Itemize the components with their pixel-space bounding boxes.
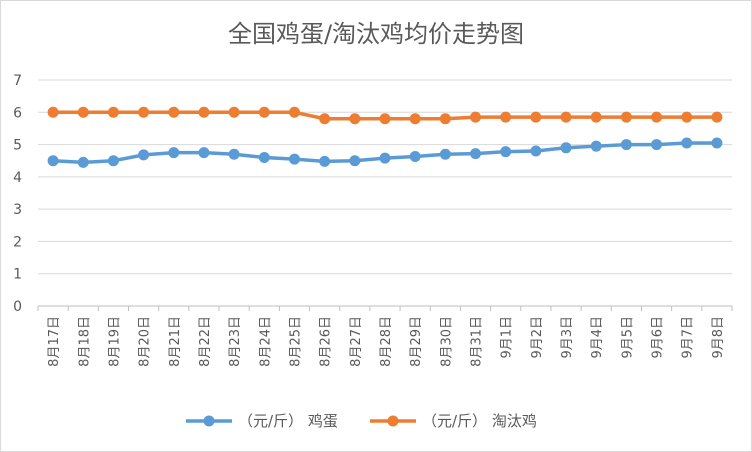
- legend-label: （元/斤） 鸡蛋: [238, 412, 338, 430]
- data-point: [319, 155, 331, 167]
- data-point: [258, 106, 270, 118]
- data-point: [349, 155, 361, 167]
- data-point: [470, 111, 482, 123]
- data-point: [470, 148, 482, 160]
- data-point: [168, 106, 180, 118]
- x-tick-label: 9月6日: [651, 316, 666, 359]
- x-tick-label: 8月25日: [288, 316, 303, 367]
- data-point: [560, 142, 572, 154]
- y-tick-label: 3: [13, 202, 22, 218]
- data-point: [198, 147, 210, 159]
- data-point: [409, 151, 421, 163]
- x-tick-label: 9月5日: [620, 316, 635, 359]
- data-point: [47, 106, 59, 118]
- y-tick-label: 4: [13, 170, 22, 186]
- x-tick-label: 8月21日: [168, 316, 183, 367]
- data-point: [500, 111, 512, 123]
- data-point: [651, 139, 663, 151]
- data-point: [620, 139, 632, 151]
- data-point: [319, 113, 331, 125]
- data-point: [439, 148, 451, 160]
- data-point: [590, 140, 602, 152]
- x-tick-label: 9月8日: [711, 316, 726, 359]
- data-point: [138, 106, 150, 118]
- data-point: [228, 106, 240, 118]
- data-point: [681, 137, 693, 149]
- data-point: [77, 106, 89, 118]
- data-point: [681, 111, 693, 123]
- x-tick-label: 9月1日: [500, 316, 515, 359]
- data-point: [651, 111, 663, 123]
- data-point: [711, 137, 723, 149]
- x-tick-label: 9月4日: [590, 316, 605, 359]
- data-point: [288, 153, 300, 165]
- data-point: [530, 111, 542, 123]
- data-point: [590, 111, 602, 123]
- legend-swatch-marker: [203, 415, 215, 427]
- x-tick-label: 8月24日: [258, 316, 273, 367]
- data-point: [379, 113, 391, 125]
- y-tick-label: 5: [13, 138, 22, 154]
- data-point: [228, 148, 240, 160]
- data-point: [198, 106, 210, 118]
- data-point: [379, 152, 391, 164]
- x-tick-label: 9月3日: [560, 316, 575, 359]
- x-tick-label: 8月30日: [439, 316, 454, 367]
- y-tick-label: 6: [13, 105, 22, 121]
- data-point: [711, 111, 723, 123]
- data-point: [258, 151, 270, 163]
- x-tick-label: 8月31日: [470, 316, 485, 367]
- data-point: [620, 111, 632, 123]
- data-point: [107, 155, 119, 167]
- data-point: [560, 111, 572, 123]
- y-tick-label: 7: [13, 73, 22, 89]
- x-tick-label: 8月29日: [409, 316, 424, 367]
- legend-swatch-marker: [387, 415, 399, 427]
- x-tick-label: 8月17日: [47, 316, 62, 367]
- x-tick-label: 8月23日: [228, 316, 243, 367]
- x-tick-label: 8月26日: [319, 316, 334, 367]
- data-point: [500, 146, 512, 158]
- legend-label: （元/斤） 淘汰鸡: [422, 412, 537, 430]
- x-tick-label: 8月22日: [198, 316, 213, 367]
- x-tick-label: 9月7日: [681, 316, 696, 359]
- data-point: [409, 113, 421, 125]
- data-point: [47, 155, 59, 167]
- data-point: [439, 113, 451, 125]
- data-point: [107, 106, 119, 118]
- data-point: [77, 156, 89, 168]
- x-tick-label: 8月27日: [349, 316, 364, 367]
- x-tick-label: 8月19日: [107, 316, 122, 367]
- y-tick-label: 1: [13, 267, 22, 283]
- chart-title: 全国鸡蛋/淘汰鸡均价走势图: [227, 20, 525, 48]
- data-point: [138, 149, 150, 161]
- x-tick-label: 8月18日: [77, 316, 92, 367]
- x-tick-label: 8月20日: [138, 316, 153, 367]
- data-point: [349, 113, 361, 125]
- data-point: [530, 145, 542, 157]
- data-point: [288, 106, 300, 118]
- y-tick-label: 2: [13, 234, 22, 250]
- x-tick-label: 9月2日: [530, 316, 545, 359]
- data-point: [168, 147, 180, 159]
- x-tick-label: 8月28日: [379, 316, 394, 367]
- y-tick-label: 0: [13, 299, 22, 315]
